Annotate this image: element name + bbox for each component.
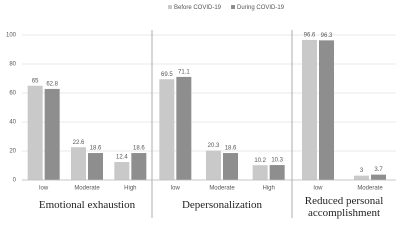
data-label: 96.6: [304, 33, 316, 39]
data-label: 10.2: [254, 158, 266, 164]
y-tick-label: 0: [13, 178, 17, 184]
data-label: 62.8: [46, 82, 58, 88]
data-label: 18.6: [225, 146, 237, 152]
data-label: 18.6: [133, 146, 145, 152]
legend-label: Before COVID-19: [174, 5, 222, 11]
page: 0 20 40 60 80 100 Before COVID-19 During COVID-…: [6, 5, 396, 219]
data-label: 12.4: [116, 155, 128, 161]
x-tick-label: low: [39, 186, 49, 192]
chart: 0 20 40 60 80 100 Before COVID-19 During COVID-…: [6, 5, 396, 218]
data-label: 10.3: [271, 158, 283, 164]
x-tick-label: low: [171, 186, 181, 192]
bar: [71, 147, 86, 180]
y-tick-label: 80: [9, 62, 16, 68]
x-tick-label: High: [262, 186, 274, 192]
legend-swatch: [168, 5, 172, 9]
y-tick-label: 20: [9, 149, 16, 155]
x-tick-label: Moderate: [357, 186, 383, 192]
data-label: 3.7: [374, 167, 383, 173]
x-tick-label: High: [124, 186, 136, 192]
legend-swatch: [231, 5, 236, 9]
data-label: 3: [360, 168, 364, 174]
bar: [159, 79, 175, 180]
bar: [302, 39, 317, 181]
panel-title: Reduced personal accomplishment: [304, 195, 384, 219]
bar: [354, 175, 369, 180]
data-label: 71.1: [178, 69, 190, 75]
bar: [88, 153, 103, 180]
bar: [319, 40, 334, 180]
bar: [223, 153, 238, 180]
bar: [269, 165, 285, 180]
bar: [252, 165, 268, 180]
data-label: 65: [32, 78, 39, 84]
y-tick-label: 40: [9, 120, 16, 126]
legend-label: During COVID-19: [237, 5, 285, 11]
bar: [176, 76, 192, 180]
bar: [114, 162, 130, 180]
data-label: 18.6: [90, 146, 102, 152]
data-label: 96.3: [321, 33, 333, 39]
bar: [27, 85, 43, 180]
bar: [131, 153, 147, 180]
y-tick-label: 60: [9, 91, 16, 97]
y-tick-label: 100: [6, 33, 17, 39]
x-tick-label: low: [313, 186, 323, 192]
panel-title: Depersonalization: [181, 199, 263, 211]
x-tick-label: Moderate: [74, 186, 100, 192]
data-label: 20.3: [208, 143, 220, 149]
bar: [206, 150, 221, 180]
bar: [44, 88, 60, 180]
bar: [371, 174, 386, 180]
panel-title: Emotional exhaustion: [38, 199, 136, 211]
data-label: 22.6: [73, 140, 85, 146]
x-tick-label: Moderate: [209, 186, 235, 192]
data-label: 69.5: [161, 72, 173, 78]
